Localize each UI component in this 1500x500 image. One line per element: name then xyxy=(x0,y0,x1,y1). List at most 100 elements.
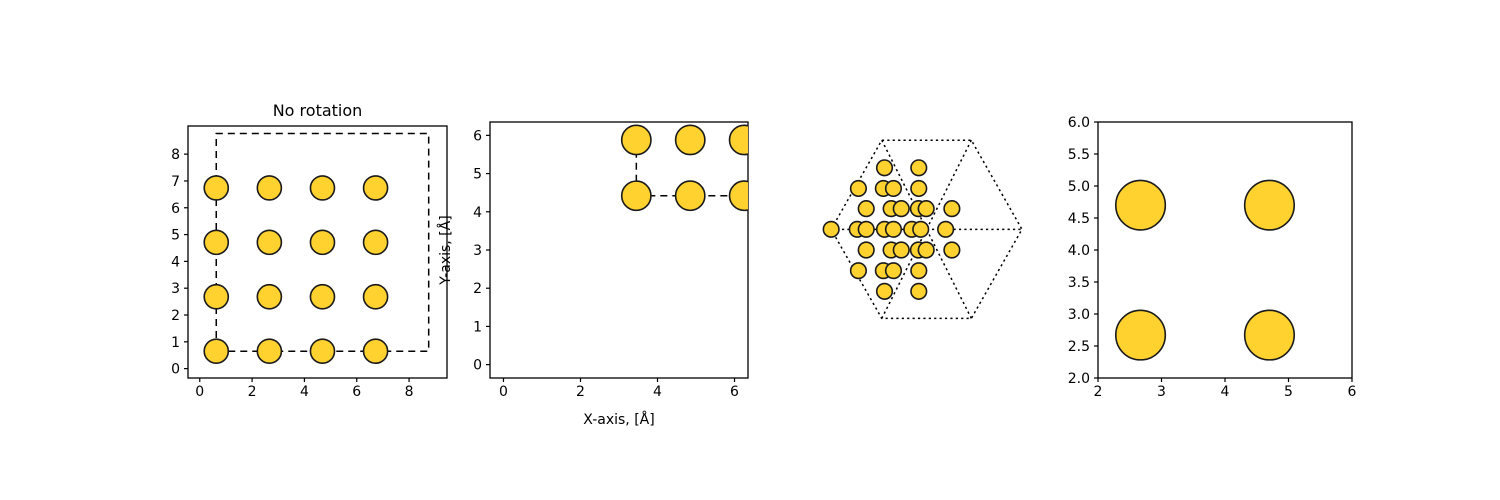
y-tick-label: 6.0 xyxy=(1068,115,1090,131)
y-tick-label: 2 xyxy=(171,308,180,324)
y-tick-label: 8 xyxy=(171,147,180,163)
atom-marker[interactable] xyxy=(309,338,336,365)
atom-marker[interactable] xyxy=(256,283,283,310)
atom-marker[interactable] xyxy=(728,180,759,212)
atom-marker[interactable] xyxy=(917,200,935,218)
atom-marker[interactable] xyxy=(309,175,336,201)
y-tick-label: 7 xyxy=(171,174,180,190)
atom-marker[interactable] xyxy=(937,220,955,238)
x-tick-label: 4 xyxy=(653,384,662,400)
atom-marker[interactable] xyxy=(857,220,875,238)
atom-marker[interactable] xyxy=(822,220,840,238)
atom-marker[interactable] xyxy=(857,200,875,218)
atom-marker[interactable] xyxy=(362,175,389,201)
x-tick-label: 3 xyxy=(1157,384,1166,400)
atom-marker[interactable] xyxy=(674,124,706,156)
atom-marker[interactable] xyxy=(875,159,894,177)
y-tick-label: 3 xyxy=(171,281,180,297)
axes-frame xyxy=(187,125,448,379)
x-tick-label: 6 xyxy=(1348,384,1357,400)
atom-marker[interactable] xyxy=(203,338,230,365)
atom-marker[interactable] xyxy=(674,180,706,212)
y-tick-label: 4 xyxy=(171,254,180,270)
atom-marker[interactable] xyxy=(256,338,283,365)
atom-marker[interactable] xyxy=(884,179,903,198)
plot-area xyxy=(822,139,1023,320)
panel-supercell-corner[interactable]: 0 2 4 6 0 1 2 3 4 5 6 X-axis, [Å] Y-axis, [Å] xyxy=(437,62,771,428)
panel-title: No rotation xyxy=(273,101,363,120)
x-tick-label: 2 xyxy=(576,384,585,400)
atom-marker[interactable] xyxy=(1114,179,1167,231)
atom-marker[interactable] xyxy=(256,229,283,256)
axes-frame xyxy=(489,121,749,379)
atom-marker[interactable] xyxy=(910,179,928,198)
unit-cell-outline xyxy=(635,122,748,197)
x-axis-label: X-axis, [Å] xyxy=(583,411,654,428)
y-tick-label: 3.5 xyxy=(1068,275,1090,291)
y-tick-label: 0 xyxy=(171,362,180,378)
y-tick-label: 3.0 xyxy=(1068,307,1090,323)
cell-vector-line xyxy=(925,139,973,230)
atom-marker[interactable] xyxy=(362,283,389,310)
atom-marker[interactable] xyxy=(362,338,389,365)
x-tick-label: 0 xyxy=(499,384,508,400)
panel-no-rotation[interactable]: 0 2 4 6 8 0 1 2 3 4 5 6 7 8 No rotation xyxy=(171,101,448,400)
atom-marker[interactable] xyxy=(857,241,875,259)
atom-marker[interactable] xyxy=(943,241,961,259)
atom-marker[interactable] xyxy=(620,180,652,212)
y-tick-label: 1 xyxy=(473,319,482,335)
atom-marker[interactable] xyxy=(910,282,928,300)
x-tick-label: 6 xyxy=(352,384,361,400)
atom-marker[interactable] xyxy=(884,220,903,238)
atom-marker[interactable] xyxy=(1243,179,1296,231)
y-tick-label: 5 xyxy=(473,167,482,183)
x-tick-label: 0 xyxy=(195,384,204,400)
y-tick-label: 0 xyxy=(473,358,482,374)
atom-marker[interactable] xyxy=(309,283,336,310)
y-tick-label: 2.5 xyxy=(1068,339,1090,355)
atom-marker[interactable] xyxy=(203,229,230,256)
y-tick-label: 4.0 xyxy=(1068,243,1090,259)
x-tick-label: 2 xyxy=(1094,384,1103,400)
atom-marker[interactable] xyxy=(849,179,868,198)
x-tick-label: 4 xyxy=(1221,384,1230,400)
panel-zoom-unit-cell[interactable]: 2 3 4 5 6 2.0 2.5 3.0 3.5 4.0 4.5 5.0 5.5 6.0 xyxy=(1068,115,1357,400)
atom-marker[interactable] xyxy=(912,220,930,238)
atom-marker[interactable] xyxy=(728,124,759,156)
plot-area xyxy=(1114,179,1296,361)
atom-marker[interactable] xyxy=(849,262,868,280)
atom-marker[interactable] xyxy=(309,229,336,256)
atom-marker[interactable] xyxy=(910,262,928,280)
y-tick-label: 6 xyxy=(473,128,482,144)
atom-marker[interactable] xyxy=(943,200,961,218)
atom-marker[interactable] xyxy=(203,175,230,201)
atom-marker[interactable] xyxy=(884,262,903,280)
atom-marker[interactable] xyxy=(917,241,935,259)
atom-marker[interactable] xyxy=(203,283,230,310)
y-tick-label: 5.0 xyxy=(1068,179,1090,195)
atom-marker[interactable] xyxy=(256,175,283,201)
atom-marker[interactable] xyxy=(892,241,910,259)
x-tick-label: 8 xyxy=(405,384,414,400)
x-tick-label: 2 xyxy=(248,384,257,400)
x-tick-label: 6 xyxy=(730,384,739,400)
atom-marker[interactable] xyxy=(620,124,652,156)
cell-vector-line xyxy=(925,228,973,319)
atom-marker[interactable] xyxy=(1243,309,1296,361)
y-tick-label: 3 xyxy=(473,243,482,259)
y-tick-label: 4.5 xyxy=(1068,211,1090,227)
y-tick-label: 6 xyxy=(171,201,180,217)
y-tick-label: 1 xyxy=(171,335,180,351)
y-tick-label: 5.5 xyxy=(1068,147,1090,163)
atom-marker[interactable] xyxy=(910,159,928,177)
atom-marker[interactable] xyxy=(1114,309,1167,361)
x-tick-label: 4 xyxy=(300,384,309,400)
y-tick-label: 2.0 xyxy=(1068,371,1090,387)
panel-hexagonal-cell[interactable] xyxy=(822,139,1023,320)
atom-marker[interactable] xyxy=(362,229,389,256)
atom-marker[interactable] xyxy=(892,200,910,218)
atom-marker[interactable] xyxy=(875,282,894,300)
x-tick-label: 5 xyxy=(1284,384,1293,400)
